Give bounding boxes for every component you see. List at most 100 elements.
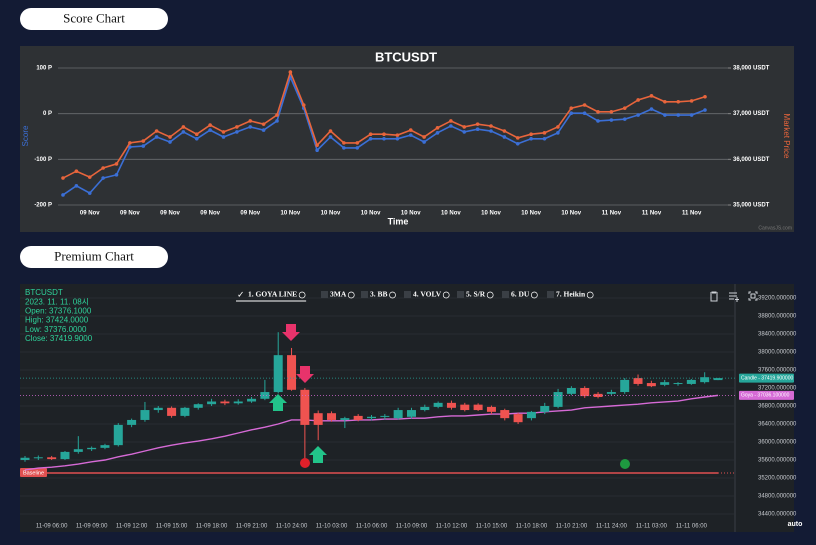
- indicator-label[interactable]: 3MA: [330, 290, 347, 299]
- premium-chart: 34400.000000 34800.000000 35200.000000 3560…: [20, 284, 802, 532]
- indicator-label[interactable]: 6. DU: [511, 290, 530, 299]
- data-point: [462, 130, 467, 134]
- data-point: [101, 176, 105, 180]
- x-tick-label: 10 Nov: [441, 211, 461, 217]
- data-point: [221, 130, 226, 134]
- y-tick-label: 36000.000000: [758, 440, 797, 446]
- y-tick-label: 36400.000000: [758, 422, 797, 428]
- x-tick-label: 11-09 21:00: [236, 524, 268, 530]
- data-point: [529, 132, 533, 137]
- data-point: [328, 129, 333, 133]
- y2-tick-label: 37,000 USDT: [733, 111, 770, 117]
- x-tick-label: 11-09 15:00: [156, 524, 188, 530]
- data-point: [154, 135, 159, 139]
- candle-body: [300, 389, 310, 425]
- x-tick-label: 11-10 21:00: [556, 524, 588, 530]
- info-icon: [586, 291, 594, 299]
- y-tick-label: 39200.000000: [758, 296, 797, 302]
- scale-mode: auto: [788, 521, 803, 528]
- score-button[interactable]: Score Chart: [20, 8, 168, 30]
- fullscreen-icon[interactable]: [750, 293, 756, 299]
- x-tick-label: 11 Nov: [682, 211, 702, 217]
- data-point: [676, 99, 681, 104]
- x-tick-label: 09 Nov: [80, 211, 100, 217]
- data-point: [435, 126, 440, 130]
- data-point: [208, 128, 212, 132]
- delete-icon[interactable]: [710, 291, 718, 302]
- ohlc-info: Open: 37376.1000: [25, 307, 92, 316]
- data-point: [529, 136, 533, 141]
- score-chart: BTCUSDT 100 P 0 P -100 P -200 P 38,000 USDT 37…: [21, 49, 792, 231]
- button-label[interactable]: Score Chart: [63, 10, 125, 25]
- indicator-checkbox[interactable]: [321, 291, 328, 298]
- candle-body: [673, 383, 683, 385]
- candle-body: [420, 406, 430, 411]
- ohlc-info: Close: 37419.9000: [25, 334, 93, 343]
- x-tick-label: 11-09 18:00: [196, 524, 228, 530]
- data-point: [422, 140, 426, 144]
- data-point: [475, 122, 480, 126]
- candle-body: [393, 410, 403, 419]
- indicator-checkbox[interactable]: [502, 291, 509, 298]
- y-tick-label: 38000.000000: [758, 350, 797, 356]
- toolbar-icons[interactable]: [710, 291, 758, 302]
- data-point: [663, 113, 667, 117]
- button-label[interactable]: Premium Chart: [54, 248, 134, 263]
- y2-tick-label: 38,000 USDT: [733, 66, 770, 72]
- data-point: [74, 169, 79, 174]
- candle-body: [207, 401, 217, 405]
- indicator-label[interactable]: 1. GOYA LINE: [248, 290, 297, 299]
- baseline-label: Baseline: [23, 471, 44, 477]
- data-point: [475, 127, 480, 131]
- pill[interactable]: [20, 8, 168, 30]
- indicator-checkbox[interactable]: [547, 291, 554, 298]
- indicator-label[interactable]: 7. Heikin: [556, 290, 586, 299]
- data-point: [355, 146, 360, 150]
- price-tag-label: Candle - 37419.900000: [741, 375, 793, 381]
- ohlc-info: Low: 37376.0000: [25, 325, 87, 334]
- candle-body: [140, 410, 150, 420]
- fullscreen-icon[interactable]: [748, 291, 758, 301]
- y-tick-label: 36800.000000: [758, 404, 797, 410]
- indicator-checkbox[interactable]: [361, 291, 368, 298]
- chart-title: BTCUSDT: [375, 49, 437, 64]
- indicator-label[interactable]: 5. S/R: [466, 290, 486, 299]
- x-tick-label: 11-11 06:00: [676, 524, 708, 530]
- indicator-label[interactable]: 3. BB: [370, 290, 388, 299]
- buy-arrow: [269, 394, 287, 411]
- data-point: [515, 136, 520, 140]
- data-point: [261, 128, 266, 132]
- candle-body: [233, 401, 243, 404]
- pill[interactable]: [20, 246, 168, 268]
- candle-body: [353, 415, 363, 420]
- data-point: [275, 113, 279, 117]
- data-point: [342, 141, 346, 145]
- y2-tick-label: 35,000 USDT: [733, 203, 770, 209]
- data-point: [489, 129, 493, 133]
- sell-arrow: [296, 366, 314, 383]
- indicator-checkbox[interactable]: [404, 291, 411, 298]
- data-point: [288, 70, 293, 74]
- y-tick-label: 35200.000000: [758, 476, 797, 482]
- info-icon: [298, 291, 306, 299]
- candle-body: [33, 457, 43, 459]
- premium-button[interactable]: Premium Chart: [20, 246, 168, 268]
- data-point: [101, 166, 105, 170]
- data-point: [141, 139, 146, 143]
- x-tick-label: 11-09 12:00: [116, 524, 148, 530]
- data-point: [422, 135, 426, 139]
- credit: CanvasJS.com: [758, 225, 792, 231]
- candle-body: [193, 404, 203, 408]
- data-point: [582, 103, 587, 107]
- candle-body: [593, 393, 603, 397]
- data-point: [368, 132, 373, 137]
- indicator-label[interactable]: 4. VOLV: [413, 290, 442, 299]
- x-tick-label: 10 Nov: [281, 211, 301, 217]
- x-tick-label: 10 Nov: [561, 211, 581, 217]
- indicator-checkbox[interactable]: [457, 291, 464, 298]
- data-point: [515, 142, 520, 146]
- score-panel: [20, 46, 794, 232]
- list-icon[interactable]: [729, 292, 739, 302]
- buy-arrow: [309, 446, 327, 463]
